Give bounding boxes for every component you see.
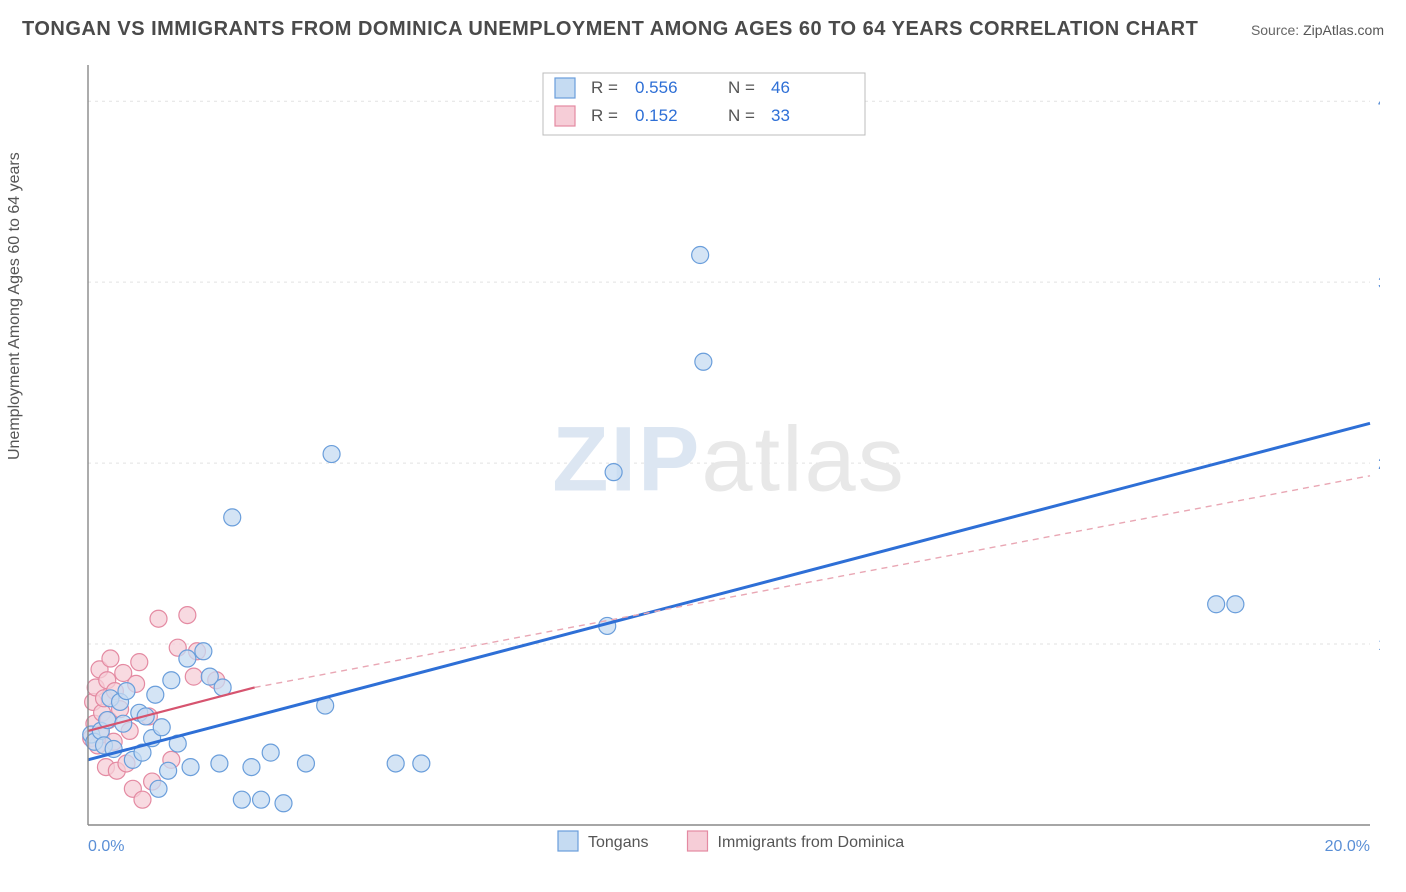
svg-text:R =: R = <box>591 78 618 97</box>
source-label: Source: <box>1251 22 1303 38</box>
svg-text:N =: N = <box>728 106 755 125</box>
svg-text:30.0%: 30.0% <box>1378 275 1380 292</box>
svg-text:Tongans: Tongans <box>588 834 649 851</box>
svg-text:20.0%: 20.0% <box>1325 838 1370 855</box>
svg-text:20.0%: 20.0% <box>1378 456 1380 473</box>
y-axis-label: Unemployment Among Ages 60 to 64 years <box>6 152 24 460</box>
svg-text:0.152: 0.152 <box>635 106 678 125</box>
svg-text:0.556: 0.556 <box>635 78 678 97</box>
svg-text:33: 33 <box>771 106 790 125</box>
svg-text:46: 46 <box>771 78 790 97</box>
svg-text:Immigrants from Dominica: Immigrants from Dominica <box>718 834 905 851</box>
svg-text:0.0%: 0.0% <box>88 838 124 855</box>
scatter-plot-svg: ZIPatlas 10.0% 20.0% 30.0% 40.0% 0.0% 20.0% R =… <box>50 60 1380 860</box>
source-value: ZipAtlas.com <box>1303 22 1384 38</box>
svg-text:10.0%: 10.0% <box>1378 637 1380 654</box>
chart-title: TONGAN VS IMMIGRANTS FROM DOMINICA UNEMP… <box>22 18 1198 41</box>
svg-text:R =: R = <box>591 106 618 125</box>
svg-text:40.0%: 40.0% <box>1378 94 1380 111</box>
chart-area: ZIPatlas 10.0% 20.0% 30.0% 40.0% 0.0% 20.0% R =… <box>50 60 1380 860</box>
svg-text:N =: N = <box>728 78 755 97</box>
source-attribution: Source: ZipAtlas.com <box>1251 22 1384 38</box>
svg-text:ZIPatlas: ZIPatlas <box>552 409 905 511</box>
